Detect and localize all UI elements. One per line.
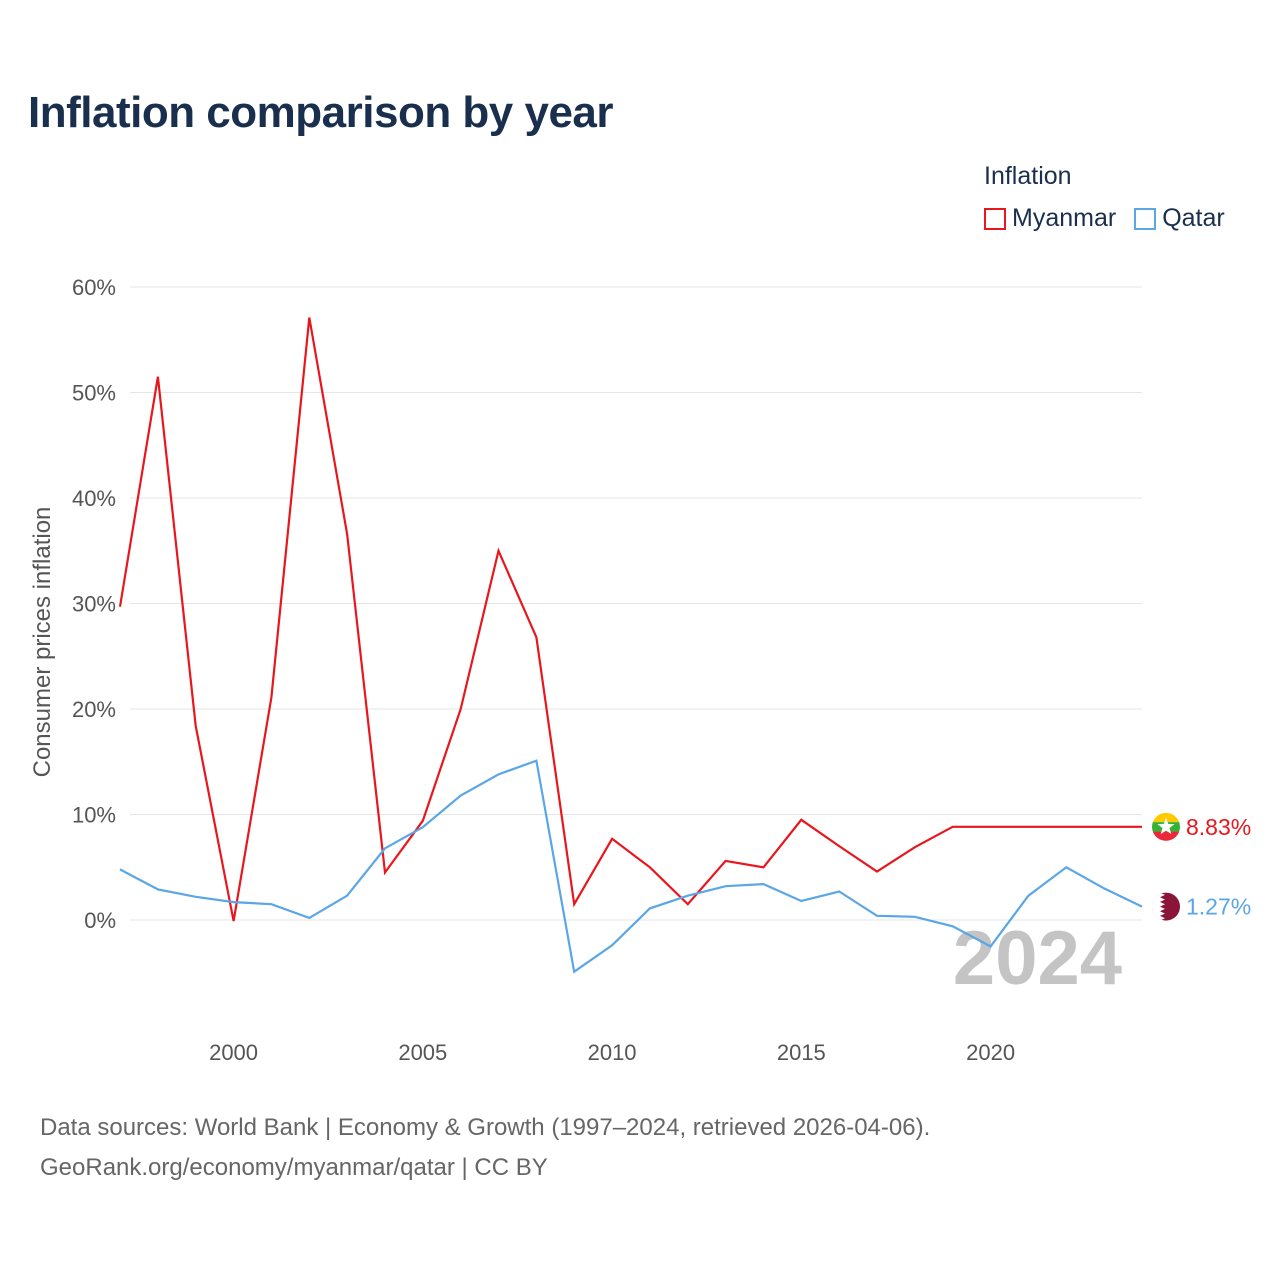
legend-item-qatar[interactable]: Qatar <box>1134 204 1225 233</box>
legend: Myanmar Qatar <box>984 204 1225 233</box>
y-tick-label: 10% <box>72 803 116 828</box>
chart-title: Inflation comparison by year <box>28 88 614 137</box>
end-label-myanmar: 8.83% <box>1186 814 1251 840</box>
end-label-qatar: 1.27% <box>1186 894 1251 920</box>
y-tick-label: 40% <box>72 486 116 511</box>
x-tick-label: 2000 <box>209 1040 258 1065</box>
x-tick-label: 2020 <box>966 1040 1015 1065</box>
line-chart: 0% 10% 20% 30% 40% 50% 60% 2000 2005 2010 2015 202… <box>29 275 1251 1065</box>
source-line-1: Data sources: World Bank | Economy & Gro… <box>40 1114 931 1141</box>
x-tick-label: 2010 <box>588 1040 637 1065</box>
gridlines <box>130 286 1142 921</box>
x-tick-label: 2015 <box>777 1040 826 1065</box>
x-tick-label: 2005 <box>398 1040 447 1065</box>
legend-swatch-qatar <box>1134 207 1157 230</box>
x-axis-ticks: 2000 2005 2010 2015 2020 <box>209 1040 1015 1065</box>
legend-title: Inflation <box>984 162 1072 190</box>
y-tick-label: 0% <box>84 908 116 933</box>
series-lines <box>118 317 1143 974</box>
y-tick-label: 30% <box>72 592 116 617</box>
series-line-qatar <box>119 759 1143 974</box>
y-tick-label: 50% <box>72 381 116 406</box>
legend-label-qatar: Qatar <box>1162 204 1225 232</box>
myanmar-flag-icon <box>1152 812 1180 841</box>
series-end-markers: 8.83% 1.27% <box>1152 812 1251 921</box>
source-line-2[interactable]: GeoRank.org/economy/myanmar/qatar | CC B… <box>40 1154 548 1181</box>
legend-item-myanmar[interactable]: Myanmar <box>984 204 1116 233</box>
qatar-flag-icon <box>1152 892 1180 921</box>
legend-label-myanmar: Myanmar <box>1012 204 1117 232</box>
y-tick-label: 20% <box>72 697 116 722</box>
y-tick-label: 60% <box>72 275 116 300</box>
y-axis-label: Consumer prices inflation <box>29 507 56 778</box>
y-axis-ticks: 0% 10% 20% 30% 40% 50% 60% <box>72 275 116 933</box>
source-note: Data sources: World Bank | Economy & Gro… <box>40 1108 930 1188</box>
year-watermark: 2024 <box>953 916 1122 1001</box>
legend-swatch-myanmar <box>984 207 1006 230</box>
series-line-myanmar <box>118 317 1142 922</box>
